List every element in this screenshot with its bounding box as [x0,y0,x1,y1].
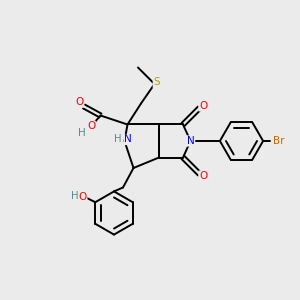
Text: O: O [75,97,84,107]
Text: Br: Br [273,136,284,146]
Text: O: O [87,121,95,131]
Text: H: H [114,134,122,145]
Text: N: N [187,136,194,146]
Text: H: H [71,190,79,201]
Text: H: H [78,128,86,138]
Text: O: O [79,192,87,203]
Text: N: N [124,134,132,145]
Text: O: O [199,101,207,111]
Text: O: O [199,171,207,181]
Text: S: S [153,77,160,88]
